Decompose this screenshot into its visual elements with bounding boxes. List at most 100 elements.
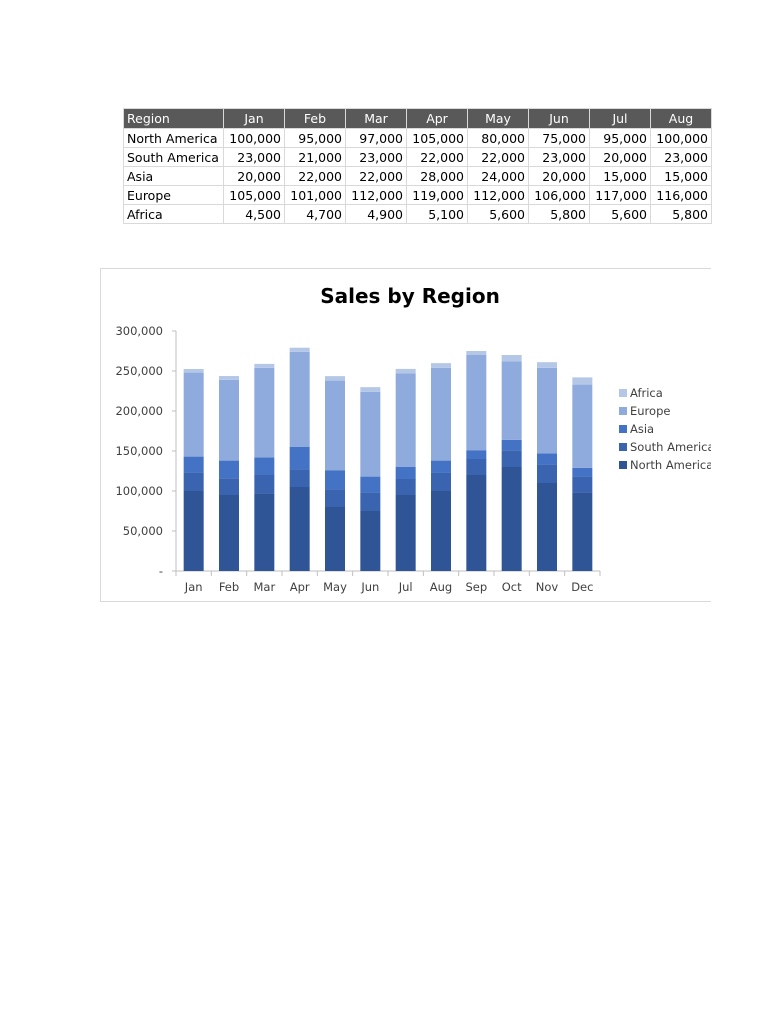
bar-segment-asia[interactable] [466,450,487,459]
value-cell[interactable]: 100,000 [223,128,285,148]
bar-segment-africa[interactable] [572,377,593,385]
bar-segment-asia[interactable] [183,456,204,473]
legend-label[interactable]: Africa [630,386,663,400]
bar-segment-africa[interactable] [219,376,239,380]
value-cell[interactable]: 5,800 [650,204,712,224]
value-cell[interactable]: 75,000 [528,128,590,148]
value-cell[interactable]: 116,000 [650,185,712,205]
value-cell[interactable]: 5,600 [467,204,529,224]
value-cell[interactable]: 5,600 [589,204,651,224]
bar-segment-north-america[interactable] [431,491,451,571]
region-cell[interactable]: North America [123,128,224,148]
bar-segment-africa[interactable] [395,368,416,374]
bar-segment-europe[interactable] [501,361,522,440]
value-cell[interactable]: 97,000 [345,128,407,148]
bar-segment-asia[interactable] [537,453,557,465]
bar-segment-south-america[interactable] [395,479,416,495]
bar-segment-europe[interactable] [537,367,557,454]
bar-segment-south-america[interactable] [325,489,345,507]
bar-segment-asia[interactable] [289,447,310,470]
value-cell[interactable]: 22,000 [406,147,468,167]
bar-segment-south-america[interactable] [219,478,239,495]
bar-segment-south-america[interactable] [537,464,557,483]
bar-segment-north-america[interactable] [360,511,381,571]
value-cell[interactable]: 20,000 [589,147,651,167]
bar-segment-africa[interactable] [289,347,310,352]
bar-segment-africa[interactable] [466,351,487,355]
bar-segment-europe[interactable] [183,372,204,457]
region-cell[interactable]: South America [123,147,224,167]
bar-segment-africa[interactable] [537,362,557,368]
bar-segment-south-america[interactable] [466,459,487,475]
bar-segment-europe[interactable] [219,379,239,461]
bar-segment-asia[interactable] [572,467,593,477]
bar-segment-south-america[interactable] [572,476,593,493]
bar-segment-north-america[interactable] [537,483,557,571]
value-cell[interactable]: 80,000 [467,128,529,148]
bar-segment-africa[interactable] [501,355,522,362]
value-cell[interactable]: 105,000 [223,185,285,205]
bar-segment-north-america[interactable] [395,495,416,571]
bar-segment-north-america[interactable] [501,467,522,571]
bar-segment-europe[interactable] [360,391,381,477]
bar-segment-south-america[interactable] [431,472,451,491]
value-cell[interactable]: 95,000 [589,128,651,148]
value-cell[interactable]: 20,000 [528,166,590,186]
value-cell[interactable]: 105,000 [406,128,468,148]
bar-segment-south-america[interactable] [254,475,275,494]
value-cell[interactable]: 24,000 [467,166,529,186]
value-cell[interactable]: 106,000 [528,185,590,205]
region-cell[interactable]: Asia [123,166,224,186]
bar-segment-north-america[interactable] [289,487,310,571]
value-cell[interactable]: 22,000 [284,166,346,186]
bar-segment-europe[interactable] [431,367,451,461]
bar-segment-north-america[interactable] [183,491,204,571]
value-cell[interactable]: 119,000 [406,185,468,205]
value-cell[interactable]: 5,100 [406,204,468,224]
bar-segment-europe[interactable] [395,373,416,467]
bar-segment-africa[interactable] [183,369,204,373]
value-cell[interactable]: 28,000 [406,166,468,186]
bar-segment-europe[interactable] [325,380,345,471]
value-cell[interactable]: 22,000 [345,166,407,186]
value-cell[interactable]: 100,000 [650,128,712,148]
legend-label[interactable]: Europe [630,404,670,418]
value-cell[interactable]: 112,000 [467,185,529,205]
bar-segment-south-america[interactable] [289,469,310,487]
bar-segment-europe[interactable] [572,384,593,468]
legend-label[interactable]: South America [630,440,711,454]
bar-segment-north-america[interactable] [325,507,345,571]
value-cell[interactable]: 15,000 [650,166,712,186]
value-cell[interactable]: 5,800 [528,204,590,224]
region-cell[interactable]: Europe [123,185,224,205]
bar-segment-africa[interactable] [431,363,451,368]
chart-area[interactable]: Sales by Region - 50,000 100,000 150,000 200… [100,268,711,602]
bar-segment-asia[interactable] [395,467,416,479]
bar-segment-asia[interactable] [431,460,451,473]
bar-segment-africa[interactable] [254,363,275,368]
value-cell[interactable]: 23,000 [650,147,712,167]
bar-segment-asia[interactable] [254,457,275,475]
bar-segment-asia[interactable] [325,470,345,490]
value-cell[interactable]: 15,000 [589,166,651,186]
value-cell[interactable]: 22,000 [467,147,529,167]
value-cell[interactable]: 23,000 [223,147,285,167]
bar-segment-north-america[interactable] [254,493,275,571]
bar-segment-africa[interactable] [360,387,381,392]
value-cell[interactable]: 4,900 [345,204,407,224]
bar-segment-north-america[interactable] [466,475,487,571]
value-cell[interactable]: 4,500 [223,204,285,224]
bar-segment-europe[interactable] [254,367,275,458]
bar-segment-south-america[interactable] [360,492,381,511]
bar-segment-europe[interactable] [466,355,487,451]
value-cell[interactable]: 23,000 [528,147,590,167]
value-cell[interactable]: 101,000 [284,185,346,205]
bar-segment-asia[interactable] [219,460,239,479]
value-cell[interactable]: 95,000 [284,128,346,148]
bar-segment-africa[interactable] [325,376,345,381]
region-cell[interactable]: Africa [123,204,224,224]
value-cell[interactable]: 112,000 [345,185,407,205]
value-cell[interactable]: 21,000 [284,147,346,167]
bar-segment-south-america[interactable] [183,472,204,491]
value-cell[interactable]: 4,700 [284,204,346,224]
